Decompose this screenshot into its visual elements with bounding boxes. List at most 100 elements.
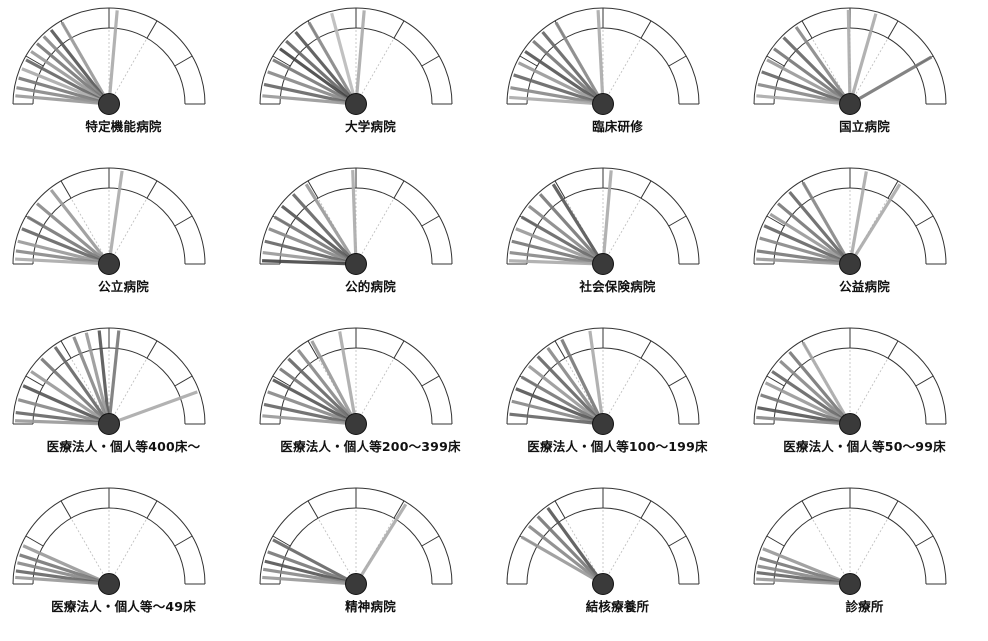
gauge-segment-divider bbox=[307, 340, 319, 359]
gauge-needle bbox=[84, 332, 111, 425]
gauge-segment-divider bbox=[766, 375, 785, 387]
gauge-needle bbox=[272, 378, 357, 426]
gauge-needle bbox=[551, 183, 605, 265]
gauge-needle bbox=[263, 82, 357, 106]
gauge-needle bbox=[779, 359, 852, 426]
gauge-hub bbox=[98, 413, 120, 435]
gauge-hub bbox=[345, 253, 367, 275]
gauge-chart: 公的病院 bbox=[247, 160, 494, 320]
gauge-needle bbox=[35, 42, 111, 106]
gauge-needle bbox=[769, 212, 851, 266]
gauge-guide-line bbox=[853, 357, 889, 418]
gauge-inner-arc bbox=[279, 347, 433, 425]
gauge-needle bbox=[40, 357, 111, 426]
gauge-segment-divider bbox=[887, 180, 899, 199]
gauge-chart: 医療法人・個人等100～199床 bbox=[494, 320, 741, 480]
gauge-needle bbox=[285, 39, 358, 106]
gauge-needle bbox=[107, 170, 124, 265]
gauge-chart: 医療法人・個人等～49床 bbox=[0, 480, 247, 640]
gauge-svg bbox=[12, 327, 206, 435]
gauge-segment-divider bbox=[668, 375, 687, 387]
gauge-segment-divider bbox=[668, 55, 687, 67]
gauge-inner-arc bbox=[526, 347, 680, 425]
gauge-inner-arc bbox=[279, 507, 433, 585]
gauge-inner-arc bbox=[526, 187, 680, 265]
gauge-guide-line bbox=[359, 197, 395, 258]
gauge-segment-divider bbox=[146, 180, 158, 199]
gauge-needle bbox=[757, 406, 851, 426]
gauge-needle bbox=[536, 355, 605, 426]
gauge-needle bbox=[520, 375, 604, 426]
gauge-needle bbox=[596, 10, 605, 105]
gauge-chart: 公立病院 bbox=[0, 160, 247, 320]
gauge-needle bbox=[546, 347, 605, 425]
gauge-needle bbox=[532, 39, 605, 106]
gauge-svg bbox=[753, 167, 947, 275]
gauge-chart: 結核療養所 bbox=[494, 480, 741, 640]
gauge-title: 結核療養所 bbox=[585, 599, 650, 614]
gauge-segment-divider bbox=[766, 55, 785, 67]
gauge-needle bbox=[267, 390, 357, 426]
gauge-needle bbox=[107, 10, 119, 105]
gauge-needle bbox=[307, 21, 358, 105]
gauge-svg bbox=[753, 7, 947, 115]
gauge-segment-divider bbox=[307, 500, 319, 519]
gauge-svg bbox=[506, 7, 700, 115]
gauge-svg bbox=[259, 7, 453, 115]
gauge-needle bbox=[846, 9, 852, 105]
gauge-chart: 医療法人・個人等50～99床 bbox=[741, 320, 988, 480]
gauge-needle bbox=[788, 190, 852, 266]
gauge-needle bbox=[509, 259, 604, 266]
gauge-svg bbox=[12, 487, 206, 595]
gauge-segment-divider bbox=[421, 375, 440, 387]
gauge-needle bbox=[53, 346, 111, 425]
gauge-guide-line bbox=[70, 197, 106, 258]
gauge-needle bbox=[15, 419, 110, 426]
gauge-inner-arc bbox=[32, 187, 186, 265]
gauge-segment-divider bbox=[174, 55, 193, 67]
gauge-title: 臨床研修 bbox=[592, 119, 643, 134]
gauge-needle bbox=[524, 50, 604, 106]
gauge-segment-divider bbox=[668, 535, 687, 547]
gauge-needle bbox=[49, 28, 111, 105]
gauge-inner-arc bbox=[773, 187, 927, 265]
gauge-needle bbox=[560, 338, 605, 425]
gauge-segment-divider bbox=[272, 55, 291, 67]
gauge-needle bbox=[354, 503, 408, 585]
gauge-needle bbox=[351, 170, 358, 265]
gauge-needle bbox=[756, 94, 851, 106]
gauge-needle bbox=[759, 236, 851, 266]
gauge-guide-line bbox=[112, 517, 148, 578]
gauge-needle bbox=[262, 259, 357, 266]
gauge-segment-divider bbox=[174, 215, 193, 227]
gauge-needle bbox=[536, 515, 605, 586]
gauge-needle bbox=[15, 257, 110, 266]
gauge-svg bbox=[753, 487, 947, 595]
gauge-needle bbox=[801, 341, 852, 425]
gauge-segment-divider bbox=[766, 215, 785, 227]
gauge-hub bbox=[839, 253, 861, 275]
gauge-needle bbox=[30, 50, 110, 106]
gauge-title: 医療法人・個人等400床～ bbox=[46, 439, 201, 454]
gauge-guide-line bbox=[606, 197, 642, 258]
gauge-needle bbox=[296, 348, 358, 425]
gauge-needle bbox=[279, 47, 357, 106]
gauge-needle bbox=[848, 171, 868, 265]
gauge-guide-line bbox=[359, 357, 395, 418]
gauge-needle bbox=[21, 227, 110, 266]
gauge-guide-line bbox=[359, 37, 395, 98]
gauge-segment-divider bbox=[554, 340, 566, 359]
gauge-chart: 特定機能病院 bbox=[0, 0, 247, 160]
gauge-guide-line bbox=[564, 517, 600, 578]
gauge-segment-divider bbox=[887, 340, 899, 359]
gauge-svg bbox=[259, 327, 453, 435]
gauge-needle bbox=[527, 204, 604, 266]
gauge-needle bbox=[97, 330, 111, 425]
gauge-needle bbox=[788, 350, 852, 426]
gauge-segment-divider bbox=[146, 20, 158, 39]
gauge-chart: 医療法人・個人等200～399床 bbox=[247, 320, 494, 480]
gauge-needle bbox=[304, 183, 358, 265]
gauge-segment-divider bbox=[174, 375, 193, 387]
gauge-needle bbox=[766, 58, 851, 106]
gauge-segment-divider bbox=[393, 180, 405, 199]
